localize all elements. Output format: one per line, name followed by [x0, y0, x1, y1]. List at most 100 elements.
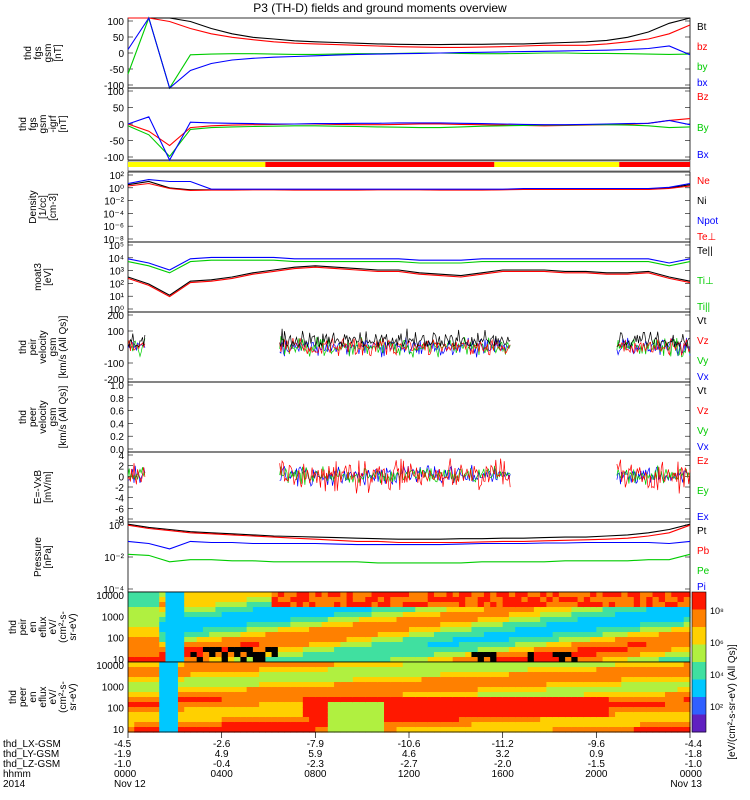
spectrogram-cell [602, 632, 610, 638]
spectrogram-cell [371, 657, 379, 663]
spectrogram-cell [284, 647, 291, 653]
spectrogram-cell [309, 682, 316, 688]
spectrogram-cell [671, 722, 679, 728]
spectrogram-cell [502, 682, 510, 688]
spectrogram-cell [515, 597, 522, 603]
spectrogram-cell [390, 637, 398, 643]
spectrogram-cell [340, 592, 348, 598]
spectrogram-cell [452, 602, 460, 608]
spectrogram-cell [521, 607, 529, 613]
spectrogram-cell [259, 622, 266, 628]
spectrogram-cell [315, 672, 323, 678]
spectrogram-cell [171, 692, 179, 698]
spectrogram-cell [602, 652, 610, 658]
spectrogram-cell [384, 652, 391, 658]
spectrogram-cell [409, 632, 416, 638]
spectrogram-cell [128, 602, 135, 608]
y-axis-label: gsm [48, 408, 59, 427]
y-axis-label: [nT] [58, 115, 69, 132]
spectrogram-cell [608, 687, 616, 693]
spectrogram-cell [427, 632, 435, 638]
spectrogram-cell [259, 707, 266, 713]
spectrogram-cell [483, 637, 491, 643]
spectrogram-cell [446, 717, 454, 723]
spectrogram-cell [371, 672, 379, 678]
spectrogram-cell [384, 597, 391, 603]
spectrogram-cell [309, 617, 316, 623]
spectrogram-cell [309, 627, 316, 633]
spectrogram-cell [521, 632, 529, 638]
spectrogram-cell [377, 712, 385, 718]
spectrogram-cell [621, 697, 629, 703]
spectrogram-cell [384, 677, 391, 683]
spectrogram-cell [290, 697, 298, 703]
spectrogram-cell [546, 677, 554, 683]
footer-value: -2.6 [213, 739, 231, 750]
spectrogram-cell [527, 667, 535, 673]
spectrogram-cell [515, 627, 522, 633]
spectrogram-cell [633, 672, 641, 678]
spectrogram-cell [458, 712, 466, 718]
spectrogram-cell [546, 682, 554, 688]
series-line-pi [127, 540, 691, 550]
spectrogram-cell [452, 727, 460, 733]
spectrogram-cell [384, 622, 391, 628]
spectrogram-cell [546, 607, 554, 613]
spectrogram-cell [627, 637, 635, 643]
spectrogram-cell [608, 662, 616, 668]
spectrogram-cell [302, 702, 310, 708]
spectrogram-cell [371, 602, 379, 608]
spectrogram-cell [128, 632, 135, 638]
y-axis-label: thd [18, 410, 29, 424]
spectrogram-cell [496, 662, 504, 668]
tick-label: 2 [118, 462, 124, 473]
spectrogram-cell [571, 672, 579, 678]
spectrogram-cell [246, 717, 254, 723]
spectrogram-cell [571, 632, 579, 638]
spectrogram-cell [177, 697, 185, 703]
spectrogram-cell [365, 612, 373, 618]
spectrogram-cell [234, 687, 241, 693]
spectrogram-cell [327, 722, 335, 728]
spectrogram-cell [627, 642, 635, 648]
spectrogram-cell [521, 697, 529, 703]
spectrogram-cell [671, 687, 679, 693]
spectrogram-cell [177, 702, 185, 708]
spectrogram-cell [146, 612, 154, 618]
spectrogram-cell [640, 677, 647, 683]
spectrogram-cell [658, 687, 666, 693]
spectrogram-cell [271, 687, 279, 693]
spectrogram-cell [196, 692, 204, 698]
spectrogram-cell [640, 702, 647, 708]
spectrogram-cell [590, 662, 597, 668]
spectrogram-cell [371, 692, 379, 698]
spectrogram-cell [402, 602, 410, 608]
spectrogram-cell [359, 697, 366, 703]
spectrogram-cell [246, 632, 254, 638]
spectrogram-cell [683, 662, 691, 668]
spectrogram-cell [502, 617, 510, 623]
footer-value: -4.4 [685, 739, 703, 750]
spectrogram-cell [533, 617, 541, 623]
spectrogram-cell [377, 707, 385, 713]
spectrogram-cell [633, 697, 641, 703]
spectrogram-cell [271, 657, 279, 663]
spectrogram-cell [271, 637, 279, 643]
spectrogram-cell [284, 682, 291, 688]
spectrogram-cell [415, 642, 423, 648]
spectrogram-cell [309, 712, 316, 718]
spectrogram-cell [415, 627, 423, 633]
spectrogram-cell [209, 612, 217, 618]
spectrogram-cell [196, 612, 204, 618]
spectrogram-cell [565, 692, 572, 698]
spectrogram-cell [565, 687, 572, 693]
spectrogram-cell [558, 652, 566, 658]
spectrogram-cell [234, 677, 241, 683]
spectrogram-cell [546, 642, 554, 648]
spectrogram-cell [340, 722, 348, 728]
spectrogram-cell [465, 637, 473, 643]
spectrogram-cell [440, 617, 448, 623]
spectrogram-cell [565, 597, 572, 603]
spectrogram-cell [215, 712, 223, 718]
spectrogram-cell [409, 717, 416, 723]
